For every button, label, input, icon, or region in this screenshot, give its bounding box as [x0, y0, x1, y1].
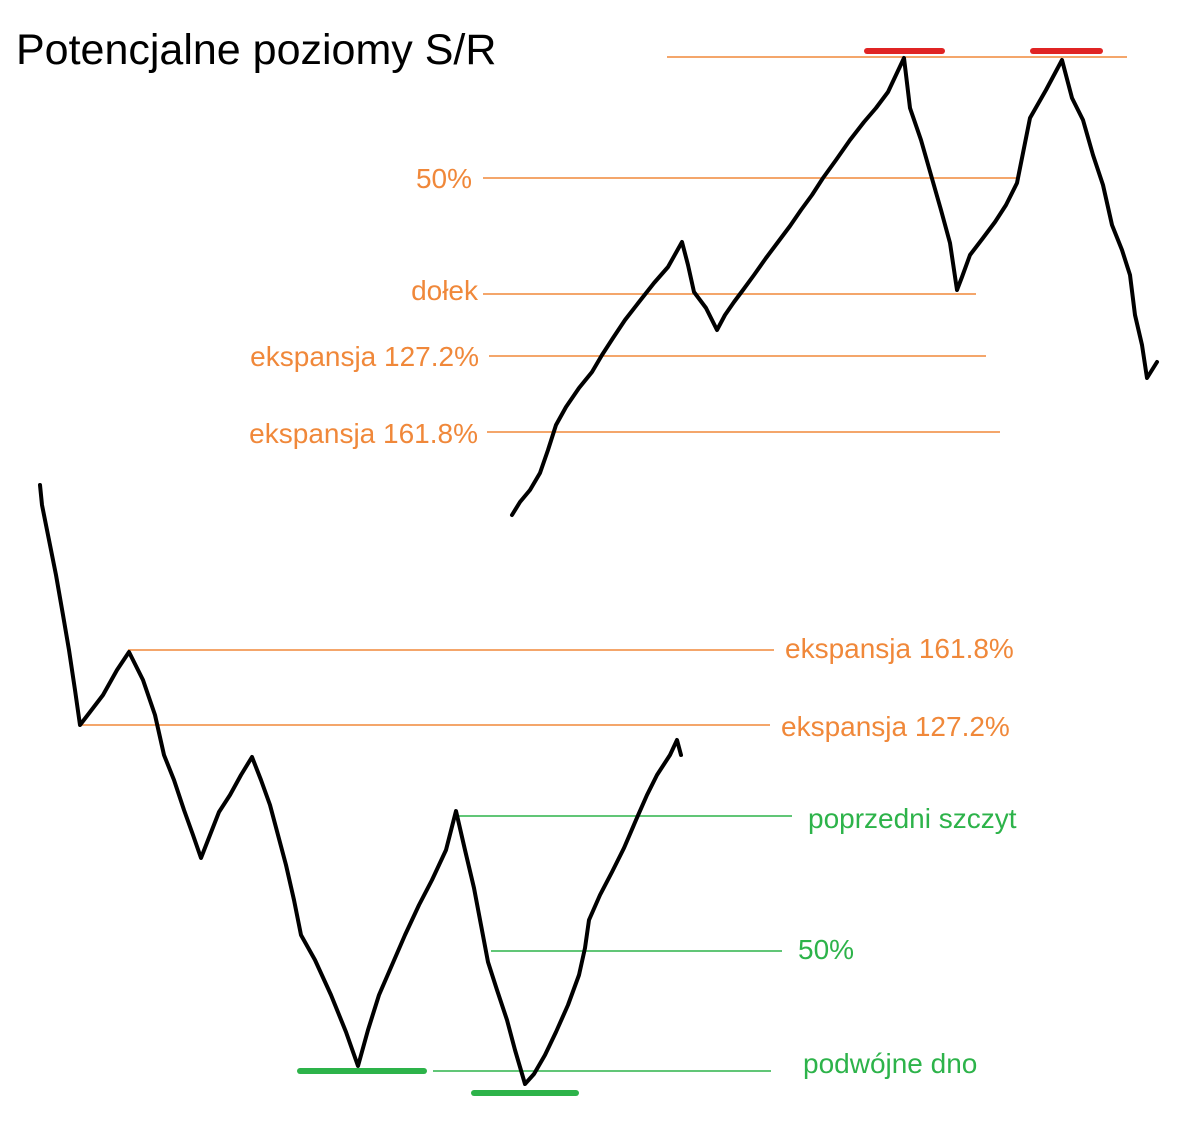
- top-fifty-label: 50%: [416, 163, 472, 194]
- bottom-fifty-label: 50%: [798, 934, 854, 965]
- bottom-exp127-label: ekspansja 127.2%: [781, 711, 1010, 742]
- top-scenario: 50% dołek ekspansja 127.2% ekspansja 161…: [249, 48, 1159, 517]
- bottom-double-bottom-label: podwójne dno: [803, 1048, 977, 1079]
- top-dolek-label: dołek: [411, 275, 479, 306]
- top-exp127-label: ekspansja 127.2%: [250, 341, 479, 372]
- bottom-prev-peak-label: poprzedni szczyt: [808, 803, 1017, 834]
- diagram-title: Potencjalne poziomy S/R: [16, 26, 496, 74]
- bottom-scenario: ekspansja 161.8% ekspansja 127.2% poprze…: [38, 483, 1017, 1096]
- top-exp161-label: ekspansja 161.8%: [249, 418, 478, 449]
- bottom-exp161-label: ekspansja 161.8%: [785, 633, 1014, 664]
- bottom-price-path: [38, 483, 683, 1086]
- top-price-path: [510, 56, 1159, 517]
